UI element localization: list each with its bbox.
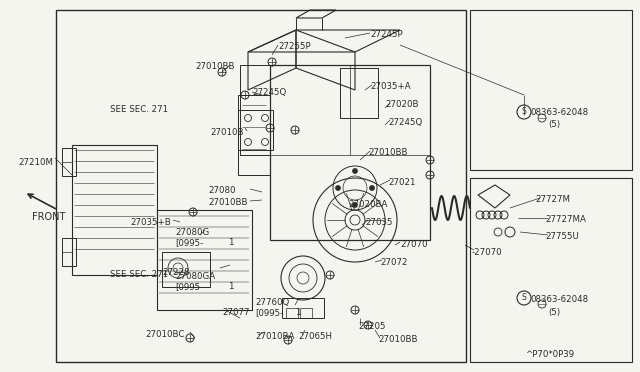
Bar: [300, 308, 312, 318]
Circle shape: [335, 186, 340, 190]
Text: 27760Q: 27760Q: [255, 298, 289, 307]
Text: 27228: 27228: [162, 268, 189, 277]
Text: 27070: 27070: [400, 240, 428, 249]
Bar: [162, 252, 210, 287]
Bar: [62, 238, 76, 266]
Text: 08363-62048: 08363-62048: [530, 108, 588, 117]
Bar: [340, 68, 378, 118]
Text: 27255P: 27255P: [278, 42, 310, 51]
Bar: [62, 148, 76, 176]
Text: [0995-: [0995-: [255, 308, 284, 317]
Text: 08363-62048: 08363-62048: [530, 295, 588, 304]
Circle shape: [517, 291, 531, 305]
Text: 27072: 27072: [380, 258, 408, 267]
Bar: [56, 10, 466, 362]
Text: 27010BB: 27010BB: [195, 62, 234, 71]
Text: 27010BA: 27010BA: [255, 332, 294, 341]
Text: (5): (5): [548, 308, 560, 317]
Text: 27080G: 27080G: [175, 228, 209, 237]
Text: 27205: 27205: [358, 322, 385, 331]
Text: [0995-: [0995-: [175, 238, 204, 247]
Text: (5): (5): [548, 120, 560, 129]
Text: 27080GA: 27080GA: [175, 272, 215, 281]
Text: FRONT: FRONT: [32, 212, 65, 222]
Text: 27010B: 27010B: [210, 128, 243, 137]
Bar: [470, 10, 632, 170]
Text: 27065H: 27065H: [298, 332, 332, 341]
Bar: [282, 298, 324, 318]
Text: 27010BB: 27010BB: [368, 148, 408, 157]
Text: 27755U: 27755U: [545, 232, 579, 241]
Text: 27020B: 27020B: [385, 100, 419, 109]
Bar: [238, 110, 273, 150]
Text: 27727MA: 27727MA: [545, 215, 586, 224]
Text: SEE SEC. 271: SEE SEC. 271: [110, 270, 168, 279]
Text: S: S: [522, 294, 526, 302]
Text: 1: 1: [295, 308, 301, 317]
Text: 27080: 27080: [208, 186, 236, 195]
Text: 27245Q: 27245Q: [388, 118, 422, 127]
Text: -27070: -27070: [472, 248, 502, 257]
Text: 27010BB: 27010BB: [208, 198, 248, 207]
Circle shape: [353, 169, 358, 173]
Text: [0995-: [0995-: [175, 282, 204, 291]
Text: 27245P: 27245P: [370, 30, 403, 39]
Text: 1: 1: [228, 282, 234, 291]
Bar: [157, 210, 252, 310]
Text: 27010BB: 27010BB: [378, 335, 417, 344]
Text: SEE SEC. 271: SEE SEC. 271: [110, 105, 168, 114]
Text: 27210M: 27210M: [18, 158, 53, 167]
Bar: [470, 178, 632, 362]
Text: 27727M: 27727M: [535, 195, 570, 204]
Circle shape: [369, 186, 374, 190]
Text: S: S: [522, 108, 526, 116]
Circle shape: [517, 105, 531, 119]
Text: 27010BC: 27010BC: [145, 330, 184, 339]
Text: 27245Q: 27245Q: [252, 88, 286, 97]
Text: 27077: 27077: [222, 308, 250, 317]
Text: 27035: 27035: [365, 218, 392, 227]
Text: 27035+A: 27035+A: [370, 82, 411, 91]
Bar: [72, 145, 157, 275]
Text: 1: 1: [228, 238, 234, 247]
Bar: [286, 308, 298, 318]
Text: 27021: 27021: [388, 178, 415, 187]
Text: ^P70*0P39: ^P70*0P39: [525, 350, 574, 359]
Text: 27035+B: 27035+B: [130, 218, 171, 227]
Circle shape: [353, 202, 358, 208]
Text: 27020BA: 27020BA: [348, 200, 387, 209]
